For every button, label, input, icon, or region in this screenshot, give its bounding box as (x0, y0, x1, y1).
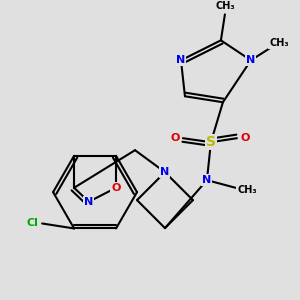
Text: N: N (246, 55, 256, 65)
Text: O: O (170, 133, 180, 143)
Text: O: O (111, 183, 121, 193)
Text: N: N (84, 197, 93, 207)
Text: Cl: Cl (26, 218, 38, 229)
Text: N: N (176, 55, 186, 65)
Text: N: N (160, 167, 169, 177)
Text: N: N (202, 175, 212, 185)
Text: CH₃: CH₃ (269, 38, 289, 48)
Text: CH₃: CH₃ (215, 2, 235, 11)
Text: S: S (206, 135, 216, 149)
Text: CH₃: CH₃ (237, 185, 257, 195)
Text: O: O (240, 133, 250, 143)
